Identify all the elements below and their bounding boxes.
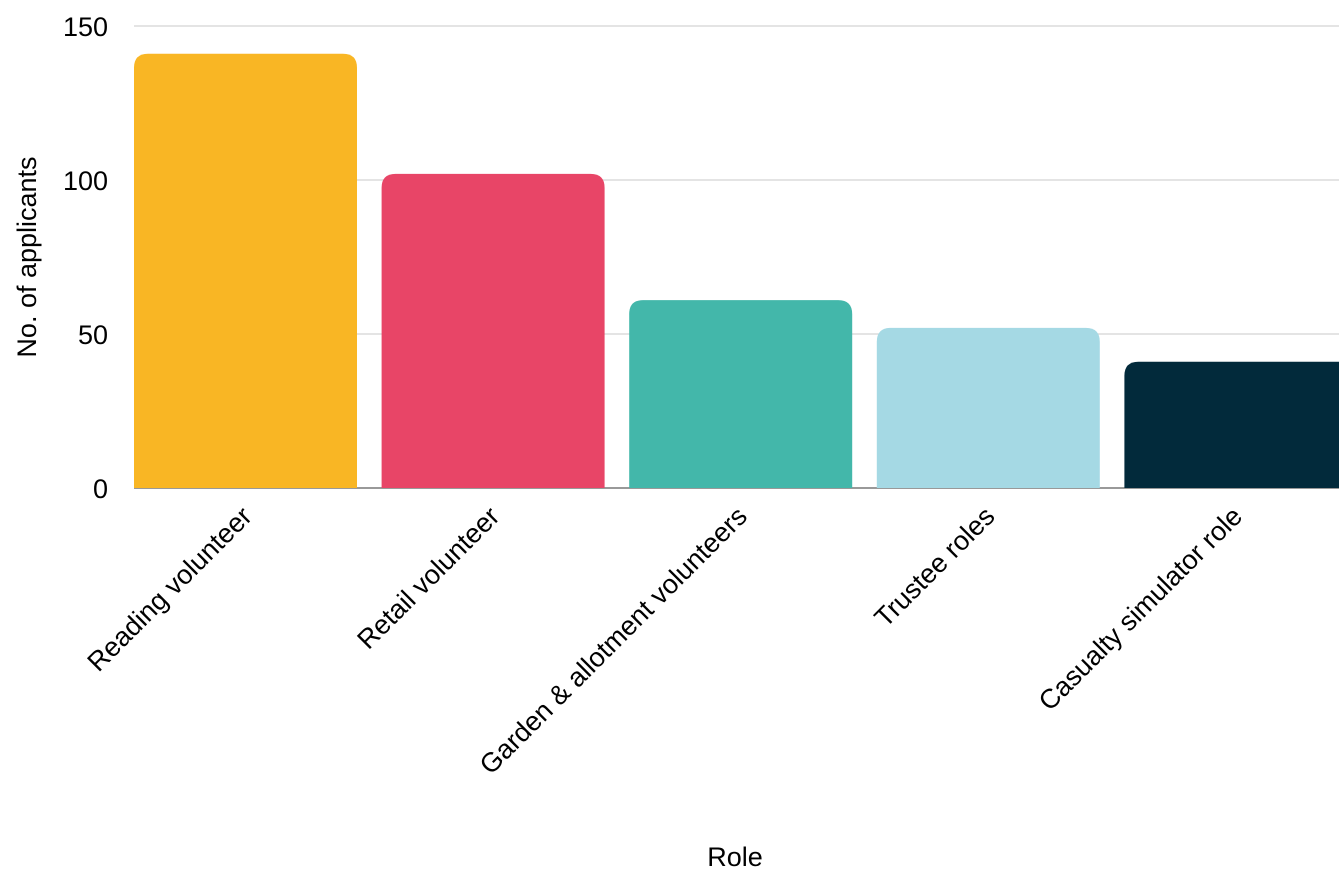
bar bbox=[1124, 361, 1339, 488]
bar bbox=[629, 300, 853, 488]
bar bbox=[876, 327, 1100, 488]
y-tick-label: 100 bbox=[63, 166, 108, 196]
bar bbox=[381, 173, 605, 488]
bars bbox=[134, 53, 1339, 488]
x-axis-title: Role bbox=[707, 842, 763, 870]
y-tick-label: 150 bbox=[63, 12, 108, 42]
category-label: Trustee roles bbox=[869, 501, 1001, 633]
bar bbox=[134, 53, 357, 488]
category-label: Reading volunteer bbox=[82, 501, 258, 677]
y-tick-label: 0 bbox=[93, 474, 108, 504]
category-label: Garden & allotment volunteers bbox=[474, 501, 753, 780]
category-labels: Reading volunteer Retail volunteerGarden … bbox=[82, 501, 1249, 780]
y-axis-title: No. of applicants bbox=[12, 156, 42, 357]
y-tick-labels: 0 50 100 150 bbox=[63, 12, 108, 504]
category-label: Retail volunteer bbox=[351, 501, 505, 655]
y-tick-label: 50 bbox=[78, 320, 108, 350]
category-label: Casualty simulator role bbox=[1033, 501, 1248, 716]
